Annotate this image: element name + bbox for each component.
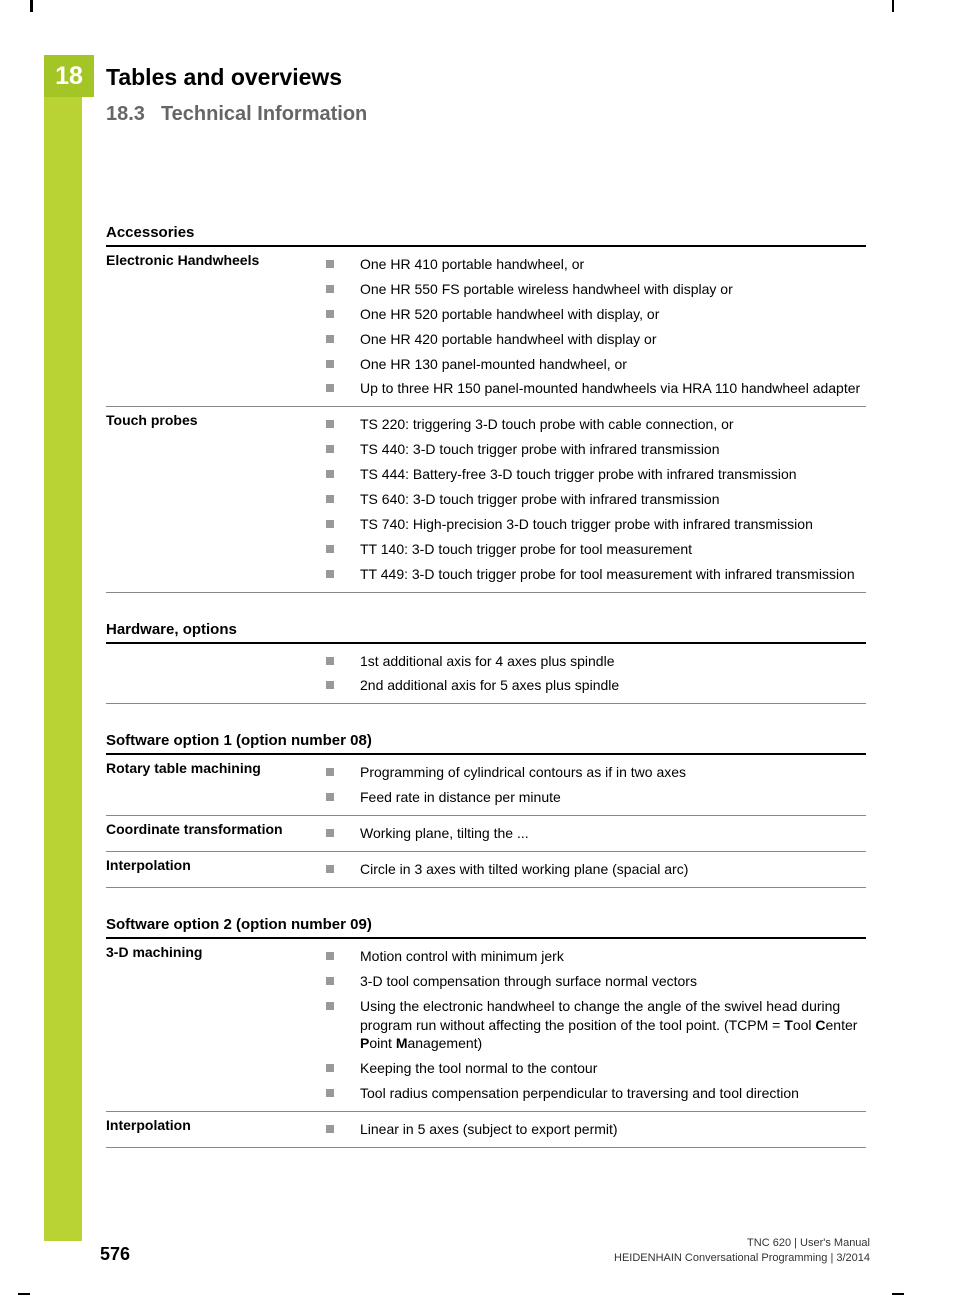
list-item: Working plane, tilting the ... [326,821,866,846]
list-item: TT 140: 3-D touch trigger probe for tool… [326,537,866,562]
row-label [106,644,326,704]
row-items: Circle in 3 axes with tilted working pla… [326,852,866,888]
list-item: TS 440: 3-D touch trigger probe with inf… [326,437,866,462]
table-row: Electronic HandwheelsOne HR 410 portable… [106,247,866,407]
row-label: Electronic Handwheels [106,247,326,407]
subtitle-text: Technical Information [161,103,367,125]
row-items: Motion control with minimum jerk3-D tool… [326,939,866,1112]
section-heading: Accessories [106,218,866,247]
spec-table: Rotary table machiningProgramming of cyl… [106,755,866,888]
list-item: Up to three HR 150 panel-mounted handwhe… [326,376,866,401]
list-item: Linear in 5 axes (subject to export perm… [326,1117,866,1142]
doc-line-2: HEIDENHAIN Conversational Programming | … [614,1251,870,1265]
table-row: Touch probesTS 220: triggering 3-D touch… [106,407,866,592]
spec-table: 1st additional axis for 4 axes plus spin… [106,644,866,705]
list-item: TS 640: 3-D touch trigger probe with inf… [326,487,866,512]
row-label: Rotary table machining [106,755,326,815]
page-content: Tables and overviews 18.3 Technical Infor… [106,64,866,1148]
table-row: 1st additional axis for 4 axes plus spin… [106,644,866,704]
list-item: 2nd additional axis for 5 axes plus spin… [326,673,866,698]
row-items: Working plane, tilting the ... [326,816,866,852]
list-item: Programming of cylindrical contours as i… [326,760,866,785]
chapter-number-tab: 18 [44,55,94,97]
section-heading: Software option 2 (option number 09) [106,910,866,939]
list-item: Tool radius compensation perpendicular t… [326,1081,866,1106]
section-heading: Software option 1 (option number 08) [106,726,866,755]
row-label: Coordinate transformation [106,816,326,852]
document-info: TNC 620 | User's Manual HEIDENHAIN Conve… [614,1236,870,1265]
list-item: TS 220: triggering 3-D touch probe with … [326,412,866,437]
subtitle-number: 18.3 [106,103,145,125]
list-item: Keeping the tool normal to the contour [326,1056,866,1081]
row-label: Interpolation [106,852,326,888]
page-subtitle: 18.3 Technical Information [106,103,866,126]
spec-table: 3-D machiningMotion control with minimum… [106,939,866,1148]
list-item: 3-D tool compensation through surface no… [326,969,866,994]
page-footer: 576 TNC 620 | User's Manual HEIDENHAIN C… [100,1236,870,1265]
sidebar-green-bar [44,55,82,1241]
row-items: Linear in 5 axes (subject to export perm… [326,1112,866,1148]
list-item: One HR 520 portable handwheel with displ… [326,302,866,327]
list-item: One HR 420 portable handwheel with displ… [326,327,866,352]
list-item: Circle in 3 axes with tilted working pla… [326,857,866,882]
section-heading: Hardware, options [106,615,866,644]
list-item: TS 444: Battery-free 3-D touch trigger p… [326,462,866,487]
row-label: 3-D machining [106,939,326,1112]
page-title: Tables and overviews [106,64,866,91]
row-items: TS 220: triggering 3-D touch probe with … [326,407,866,592]
list-item: One HR 130 panel-mounted handwheel, or [326,352,866,377]
list-item: TT 449: 3-D touch trigger probe for tool… [326,562,866,587]
row-label: Touch probes [106,407,326,592]
table-row: Coordinate transformationWorking plane, … [106,816,866,852]
row-label: Interpolation [106,1112,326,1148]
list-item: TS 740: High-precision 3-D touch trigger… [326,512,866,537]
table-row: InterpolationLinear in 5 axes (subject t… [106,1112,866,1148]
list-item: Motion control with minimum jerk [326,944,866,969]
row-items: 1st additional axis for 4 axes plus spin… [326,644,866,704]
table-row: Rotary table machiningProgramming of cyl… [106,755,866,815]
list-item: Feed rate in distance per minute [326,785,866,810]
table-row: 3-D machiningMotion control with minimum… [106,939,866,1112]
doc-line-1: TNC 620 | User's Manual [614,1236,870,1250]
list-item: One HR 410 portable handwheel, or [326,252,866,277]
table-row: InterpolationCircle in 3 axes with tilte… [106,852,866,888]
row-items: Programming of cylindrical contours as i… [326,755,866,815]
list-item: Using the electronic handwheel to change… [326,994,866,1057]
page-number: 576 [100,1244,130,1265]
list-item: One HR 550 FS portable wireless handwhee… [326,277,866,302]
spec-table: Electronic HandwheelsOne HR 410 portable… [106,247,866,593]
list-item: 1st additional axis for 4 axes plus spin… [326,649,866,674]
row-items: One HR 410 portable handwheel, orOne HR … [326,247,866,407]
